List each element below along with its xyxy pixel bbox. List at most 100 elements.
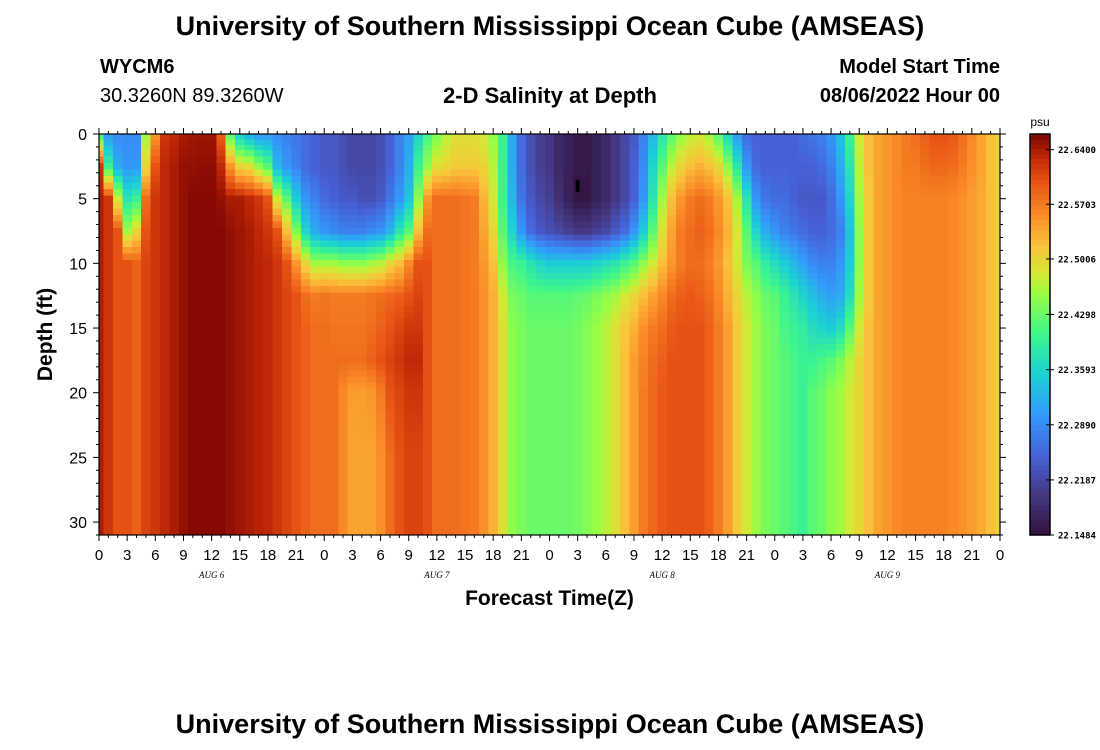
heatmap-cell <box>666 344 677 352</box>
heatmap-cell <box>807 201 818 209</box>
heatmap-cell <box>638 528 649 536</box>
heatmap-cell <box>526 522 537 530</box>
heatmap-cell <box>404 240 415 248</box>
heatmap-cell <box>816 470 827 478</box>
heatmap-cell <box>450 502 461 510</box>
heatmap-cell <box>394 489 405 497</box>
heatmap-cell <box>160 324 170 332</box>
heatmap-cell <box>450 150 461 158</box>
heatmap-cell <box>591 163 602 171</box>
heatmap-cell <box>310 431 321 439</box>
heatmap-cell <box>422 515 433 523</box>
heatmap-cell <box>150 156 161 164</box>
heatmap-cell <box>169 311 180 319</box>
heatmap-cell <box>328 318 339 326</box>
heatmap-cell <box>469 201 480 209</box>
heatmap-cell <box>554 214 565 222</box>
heatmap-cell <box>169 382 180 390</box>
heatmap-cell <box>253 496 264 504</box>
heatmap-cell <box>394 279 405 287</box>
heatmap-cell <box>225 285 236 294</box>
heatmap-cell <box>225 463 236 471</box>
heatmap-cell <box>282 214 293 222</box>
heatmap-cell <box>751 412 762 420</box>
heatmap-cell <box>479 376 490 384</box>
heatmap-cell <box>544 457 555 465</box>
heatmap-cell <box>338 344 349 352</box>
heatmap-cell <box>282 260 293 268</box>
heatmap-cell <box>385 412 396 420</box>
heatmap-cell <box>385 221 396 229</box>
heatmap-cell <box>807 344 818 352</box>
heatmap-cell <box>338 470 349 478</box>
heatmap-cell <box>282 188 293 197</box>
heatmap-cell <box>394 234 405 242</box>
heatmap-cell <box>366 139 377 146</box>
heatmap-cell <box>685 240 696 248</box>
heatmap-cell <box>554 150 565 158</box>
heatmap-cell <box>366 400 377 408</box>
heatmap-cell <box>206 318 217 326</box>
heatmap-cell <box>488 253 499 261</box>
heatmap-cell <box>704 150 715 158</box>
heatmap-cell <box>375 318 386 326</box>
heatmap-cell <box>723 227 734 235</box>
heatmap-cell <box>788 437 799 446</box>
heatmap-cell <box>131 240 142 248</box>
heatmap-cell <box>366 528 377 536</box>
heatmap-cell <box>835 214 846 222</box>
heatmap-cell <box>141 163 152 171</box>
heatmap-cell <box>591 425 602 433</box>
heatmap-cell <box>601 292 612 300</box>
heatmap-cell <box>310 298 321 306</box>
heatmap-cell <box>816 350 827 358</box>
heatmap-cell <box>291 502 302 510</box>
heatmap-cell <box>760 318 771 326</box>
heatmap-cell <box>422 400 433 408</box>
heatmap-cell <box>347 266 358 274</box>
heatmap-cell <box>319 509 330 517</box>
heatmap-cell <box>300 134 311 140</box>
heatmap-cell <box>666 214 677 222</box>
heatmap-cell <box>526 188 537 197</box>
heatmap-cell <box>479 227 490 235</box>
heatmap-cell <box>826 260 837 268</box>
heatmap-cell <box>572 150 583 158</box>
heatmap-cell <box>544 156 555 164</box>
heatmap-cell <box>572 357 583 365</box>
heatmap-cell <box>169 176 180 184</box>
heatmap-cell <box>150 406 161 414</box>
heatmap-cell <box>394 363 405 371</box>
heatmap-cell <box>554 337 565 345</box>
heatmap-cell <box>178 188 189 197</box>
heatmap-cell <box>713 515 724 523</box>
heatmap-cell <box>244 208 255 216</box>
heatmap-cell <box>197 463 208 471</box>
heatmap-cell <box>122 234 133 242</box>
heatmap-cell <box>572 279 583 287</box>
heatmap-cell <box>685 227 696 235</box>
heatmap-cell <box>441 382 452 390</box>
heatmap-cell <box>103 311 114 319</box>
heatmap-cell <box>666 285 677 294</box>
heatmap-cell <box>723 253 734 261</box>
heatmap-cell <box>253 260 264 268</box>
heatmap-cell <box>704 169 715 177</box>
heatmap-cell <box>563 470 574 478</box>
heatmap-cell <box>516 528 527 536</box>
heatmap-cell <box>488 182 499 190</box>
heatmap-cell <box>741 350 752 358</box>
heatmap-cell <box>572 247 583 255</box>
heatmap-cell <box>319 363 330 371</box>
heatmap-cell <box>422 363 433 371</box>
heatmap-cell <box>103 502 114 510</box>
heatmap-cell <box>497 489 508 497</box>
heatmap-cell <box>535 260 546 268</box>
heatmap-cell <box>629 285 640 294</box>
heatmap-cell <box>638 227 649 235</box>
heatmap-cell <box>469 240 480 248</box>
heatmap-cell <box>413 450 424 458</box>
heatmap-cell <box>422 444 433 452</box>
heatmap-cell <box>225 188 236 197</box>
heatmap-cell <box>704 502 715 510</box>
